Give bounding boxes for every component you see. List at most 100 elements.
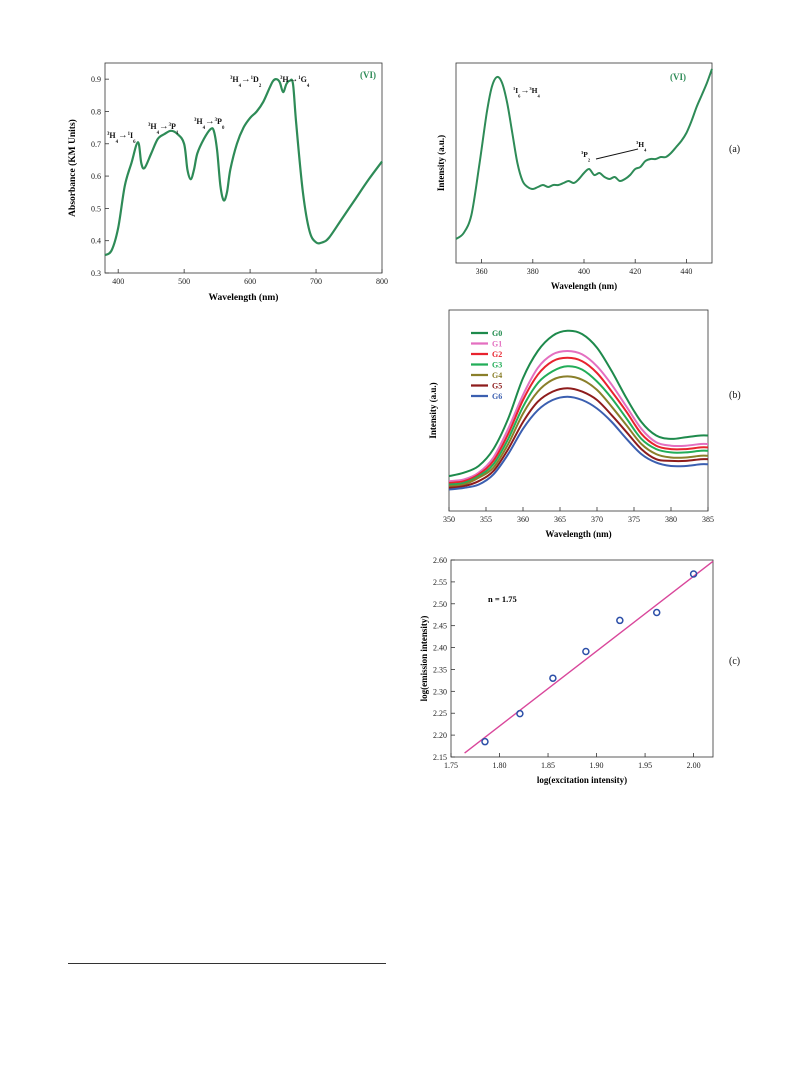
y-tick-label: 2.20 — [433, 731, 447, 740]
transition-label-part: I — [130, 131, 133, 140]
emission-line — [455, 68, 713, 240]
transition-label-part: 4 — [307, 84, 310, 89]
x-tick-label: 385 — [702, 515, 714, 524]
transition-label-part: → — [159, 121, 169, 132]
transition-label-part: P — [583, 150, 588, 159]
transition-label: 3H4→3P0 — [194, 116, 225, 131]
absorbance-chart: 400 500 600 700 800 0.3 0.4 0.5 0.6 0.7 0.8 0.9 Wave… — [67, 62, 388, 303]
y-tick-label: 2.55 — [433, 578, 447, 587]
y-tick-label: 2.35 — [433, 665, 447, 674]
transition-label-part: H — [532, 86, 538, 95]
plot-frame — [455, 62, 713, 264]
transition-label-part: I — [515, 86, 518, 95]
x-tick-label: 350 — [443, 515, 455, 524]
absorbance-line — [104, 78, 383, 257]
transition-label-part: P — [217, 117, 222, 126]
transition-label-part: H — [150, 122, 157, 131]
transition-label-part: 1 — [513, 86, 516, 91]
transition-label-part: 4 — [157, 131, 160, 136]
loglog-chart-c: 1.75 1.80 1.85 1.90 1.95 2.00 2.15 2.20 2.25 2.30… — [419, 556, 714, 785]
x-tick-label: 1.95 — [638, 761, 652, 770]
transition-label-part: 3 — [581, 150, 584, 155]
transition-label-part: 1 — [298, 76, 301, 81]
plot-frame — [450, 559, 714, 758]
y-tick-label: 0.3 — [91, 269, 101, 278]
panel-label-a: (a) — [729, 144, 741, 155]
x-tick-label: 355 — [480, 515, 492, 524]
x-axis-label: log(excitation intensity) — [537, 775, 627, 785]
transition-label: 3H4→1D2 — [230, 74, 262, 89]
transition-label-part: 3 — [529, 86, 532, 91]
data-point — [582, 647, 590, 656]
transition-label-part: 3 — [107, 132, 110, 137]
data-point — [549, 674, 557, 682]
plot-frame — [104, 62, 383, 274]
y-tick-label: 2.30 — [433, 687, 447, 696]
x-tick-label: 2.00 — [687, 761, 701, 770]
transition-label-part: 1 — [128, 132, 131, 137]
transition-label-part: H — [196, 117, 203, 126]
y-tick-label: 0.8 — [91, 107, 101, 116]
transition-label-part: 1 — [176, 131, 179, 136]
transition-label-part: H — [109, 131, 116, 140]
x-tick-label: 700 — [310, 277, 322, 286]
legend-label: G2 — [492, 350, 502, 359]
intensity-chart-a: 360 380 400 420 440 Wavelength (nm) Intensity … — [436, 62, 713, 291]
legend-label: G0 — [492, 329, 502, 338]
transition-label-part: → — [520, 85, 529, 95]
series-line-g0 — [448, 329, 709, 478]
y-tick-label: 0.6 — [91, 172, 101, 181]
y-axis-label: Intensity (a.u.) — [428, 382, 438, 438]
x-tick-label: 1.75 — [444, 761, 458, 770]
y-tick-label: 0.9 — [91, 75, 101, 84]
fit-line — [464, 560, 714, 754]
x-tick-label: 375 — [628, 515, 640, 524]
x-axis-label: Wavelength (nm) — [545, 529, 611, 539]
x-tick-label: 440 — [680, 267, 692, 276]
x-tick-label: 365 — [554, 515, 566, 524]
transition-label-part: H — [638, 140, 644, 149]
transition-label-part: 2 — [259, 84, 262, 89]
transition-label: 3H4→3P1 — [148, 121, 179, 136]
transition-label-part: → — [241, 74, 251, 85]
legend-label: G5 — [492, 382, 502, 391]
transition-label-part: 6 — [133, 140, 136, 145]
transition-label-part: 4 — [203, 126, 206, 131]
y-axis-label: Absorbance (KM Units) — [67, 119, 78, 217]
transition-label-part: 3 — [280, 76, 283, 81]
transition-label: 3H→1G4 — [280, 74, 310, 89]
series-line-g6 — [448, 395, 709, 491]
y-tick-label: 2.15 — [433, 753, 447, 762]
transition-label: 3P2 — [581, 150, 591, 163]
transition-label-part: 2 — [588, 158, 591, 163]
transition-label-part: P — [171, 122, 176, 131]
x-tick-label: 360 — [476, 267, 488, 276]
transition-label-part: 3 — [194, 118, 197, 123]
transition-label-part: H — [282, 75, 289, 84]
transition-label-part: 3 — [169, 123, 172, 128]
series-line-g5 — [448, 387, 709, 489]
transition-label-part: 4 — [116, 140, 119, 145]
transition-label: 1I6→3H4 — [513, 85, 541, 99]
x-tick-label: 370 — [591, 515, 603, 524]
footnote-divider — [68, 963, 386, 964]
panel-label-c: (c) — [729, 656, 741, 667]
transition-label-part: 0 — [222, 126, 225, 131]
x-axis-label: Wavelength (nm) — [209, 292, 279, 303]
y-axis-label: Intensity (a.u.) — [436, 135, 446, 191]
x-tick-label: 1.80 — [493, 761, 507, 770]
y-tick-label: 0.4 — [91, 237, 101, 246]
legend-label: G4 — [492, 371, 502, 380]
transition-label-part: 4 — [538, 94, 541, 99]
x-tick-label: 500 — [178, 277, 190, 286]
y-tick-label: 0.7 — [91, 140, 101, 149]
y-tick-label: 2.40 — [433, 644, 447, 653]
y-tick-label: 2.25 — [433, 709, 447, 718]
legend-label: G1 — [492, 340, 502, 349]
y-tick-label: 0.5 — [91, 204, 101, 213]
series-line-g4 — [448, 375, 709, 488]
transition-label-part: D — [253, 75, 259, 84]
data-point — [689, 570, 698, 578]
x-tick-label: 380 — [665, 515, 677, 524]
x-tick-label: 360 — [517, 515, 529, 524]
